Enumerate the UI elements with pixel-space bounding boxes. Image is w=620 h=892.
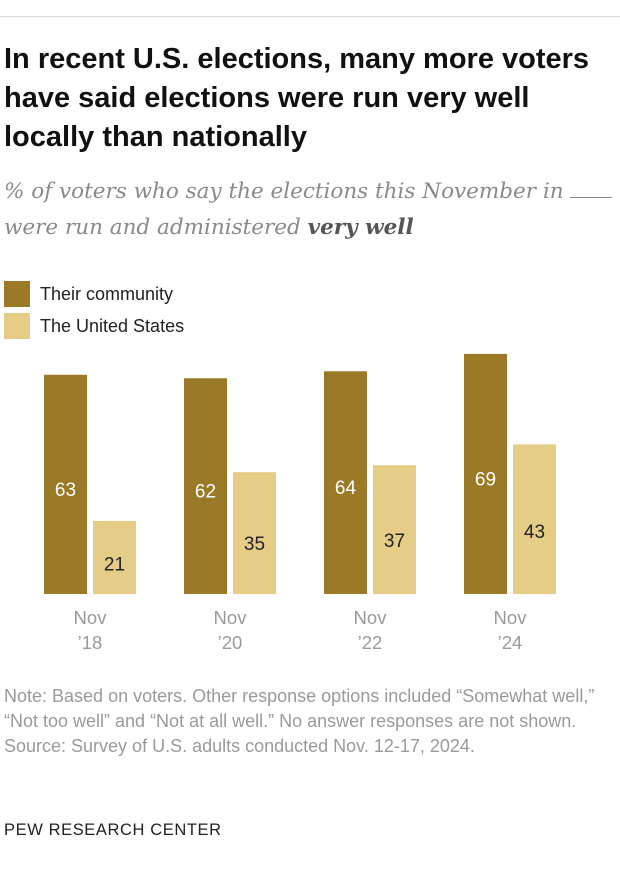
legend-label-community: Their community [40,284,174,304]
x-tick-label: ’22 [358,632,383,653]
x-tick-label: Nov [494,607,528,628]
bar-united-states [93,520,136,594]
data-label-united-states: 21 [104,554,125,575]
brand-label: PEW RESEARCH CENTER [4,821,222,839]
legend-label-united-states: The United States [40,316,185,336]
bar-community [324,371,367,594]
data-label-community: 62 [195,481,216,502]
bar-community [184,378,227,594]
bar-united-states [373,465,416,594]
note-text: Note: Based on voters. Other response op… [4,686,595,731]
data-label-united-states: 35 [244,534,265,555]
notes: Note: Based on voters. Other response op… [4,684,616,759]
data-label-community: 69 [475,470,496,491]
bar-united-states [233,472,276,594]
legend-swatch-community [4,281,30,307]
chart-subtitle: % of voters who say the elections this N… [4,174,616,246]
x-tick-label: Nov [354,607,388,628]
x-tick-label: ’24 [498,632,523,653]
x-tick-label: Nov [214,607,248,628]
legend-swatch-united-states [4,313,30,339]
x-tick-label: ’18 [78,632,103,653]
subtitle-emphasis: very well [307,215,414,240]
data-label-community: 63 [55,480,76,501]
subtitle-part1: % of voters who say the elections this N… [4,179,564,204]
top-rule [0,16,620,17]
data-label-community: 64 [335,478,357,499]
data-label-united-states: 37 [384,531,405,552]
x-tick-label: Nov [74,607,108,628]
x-tick-label: ’20 [218,632,243,653]
subtitle-part2: were run and administered [4,215,301,240]
bar-chart: 63 21 Nov ’18 62 35 Nov ’20 64 37 Nov ’22 69 43 Nov ’24 [44,353,556,653]
subtitle-blank [570,179,613,198]
source-text: Source: Survey of U.S. adults conducted … [4,736,475,756]
data-label-united-states: 43 [524,522,545,543]
bar-united-states [513,444,556,594]
bar-community [464,353,507,594]
bar-community [44,374,87,594]
chart-title: In recent U.S. elections, many more vote… [4,43,590,153]
